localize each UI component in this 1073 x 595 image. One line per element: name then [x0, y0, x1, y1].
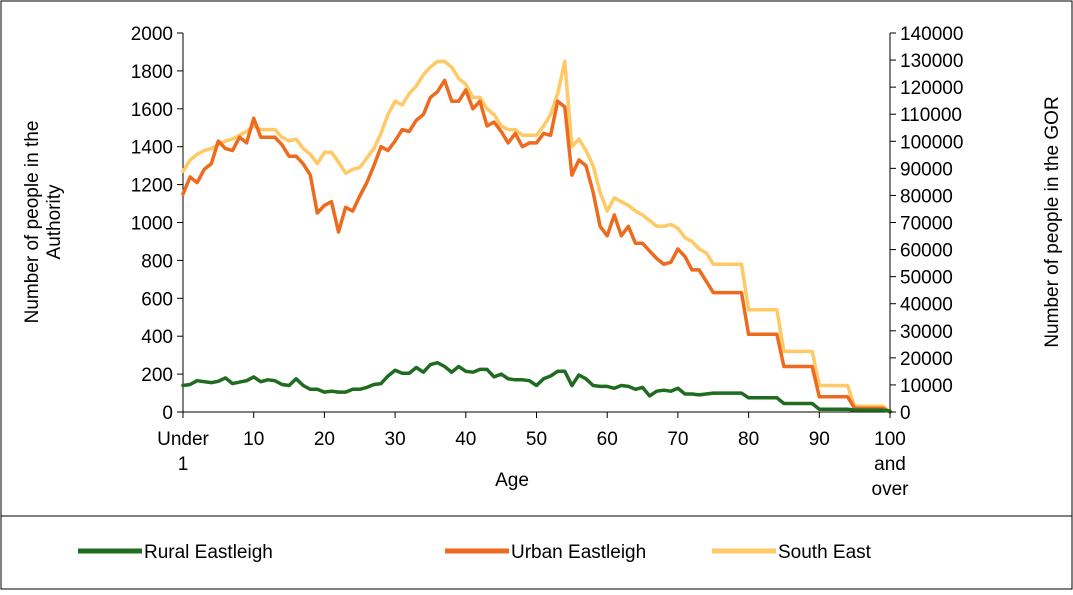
left-tick-label: 400 — [141, 327, 173, 348]
left-tick-label: 0 — [162, 403, 173, 424]
right-tick-label: 40000 — [900, 295, 953, 316]
series-line-rural-eastleigh — [181, 360, 892, 413]
right-tick-label: 70000 — [900, 214, 953, 235]
right-tick-label: 10000 — [900, 376, 953, 397]
x-tick-label: 100 — [874, 429, 906, 450]
left-tick-label: 1400 — [131, 138, 173, 159]
x-axis-title: Age — [495, 470, 529, 491]
x-tick-label: 50 — [526, 429, 547, 450]
series-layer — [181, 59, 892, 414]
right-tick-label: 90000 — [900, 159, 953, 180]
right-tick-label: 50000 — [900, 268, 953, 289]
right-tick-label: 120000 — [900, 78, 963, 99]
x-tick-label: 90 — [809, 429, 830, 450]
left-tick-label: 200 — [141, 365, 173, 386]
x-tick-label: 1 — [178, 454, 189, 475]
right-tick-label: 110000 — [900, 105, 962, 126]
left-tick-label: 1800 — [131, 62, 173, 83]
series-line-south-east — [181, 59, 892, 414]
right-tick-label: 0 — [900, 403, 911, 424]
left-tick-label: 600 — [141, 289, 173, 310]
legend-label-rural-eastleigh: Rural Eastleigh — [144, 542, 273, 563]
left-axis-title-line2: Authority — [44, 184, 65, 259]
right-tick-label: 130000 — [900, 51, 963, 72]
ticks-layer: 0200400600800100012001400160018002000010… — [131, 24, 964, 500]
x-tick-label: 70 — [667, 429, 688, 450]
series-line-urban-eastleigh — [181, 78, 892, 414]
right-tick-label: 20000 — [900, 349, 953, 370]
x-tick-label: 30 — [385, 429, 406, 450]
x-tick-label: 10 — [243, 429, 264, 450]
right-tick-label: 140000 — [900, 24, 963, 45]
legend-label-south-east: South East — [778, 542, 872, 563]
left-tick-label: 2000 — [131, 24, 173, 45]
legend-label-urban-eastleigh: Urban Eastleigh — [511, 542, 646, 563]
right-tick-label: 100000 — [900, 132, 963, 153]
left-tick-label: 1600 — [131, 100, 173, 121]
legend: Rural Eastleigh Urban Eastleigh South East — [78, 542, 872, 563]
x-tick-label: 40 — [455, 429, 476, 450]
x-tick-label: and — [874, 454, 906, 475]
left-tick-label: 1200 — [131, 176, 173, 197]
right-tick-label: 30000 — [900, 322, 953, 343]
right-tick-label: 60000 — [900, 241, 953, 262]
left-axis-title-line1: Number of people in the — [22, 121, 43, 324]
x-tick-label: over — [872, 479, 910, 500]
left-tick-label: 1000 — [131, 214, 173, 235]
x-tick-label: 80 — [738, 429, 759, 450]
right-tick-label: 80000 — [900, 186, 953, 207]
right-axis-title: Number of people in the GOR — [1042, 96, 1063, 347]
left-tick-label: 800 — [141, 251, 173, 272]
x-tick-label: Under — [157, 429, 209, 450]
x-tick-label: 60 — [597, 429, 618, 450]
x-tick-label: 20 — [314, 429, 335, 450]
